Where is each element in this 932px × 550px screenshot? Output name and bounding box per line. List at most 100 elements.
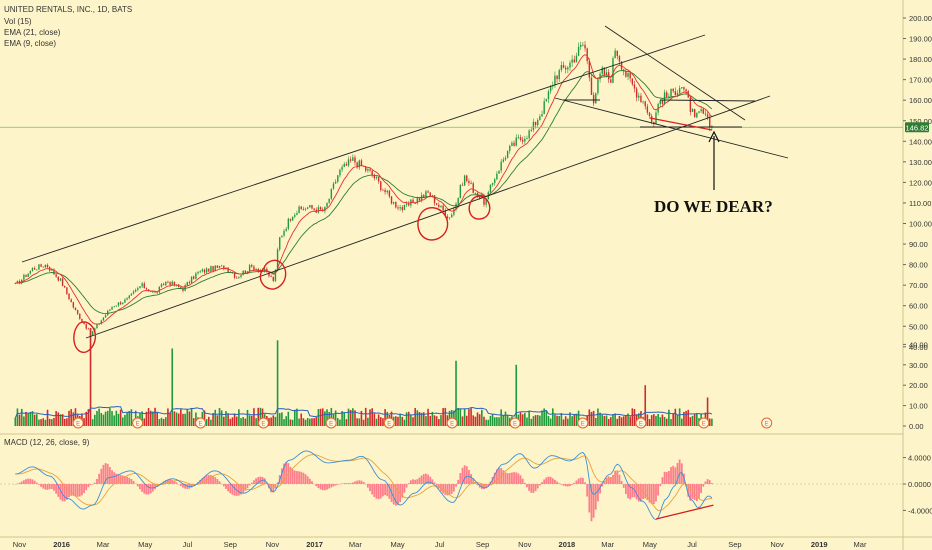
candle-body [145,288,148,290]
volume-bar [506,415,509,426]
volume-bar [33,414,36,426]
macd-histogram-bar [59,484,62,500]
candle-body [390,196,393,204]
candle-body [631,78,634,85]
candle-body [197,271,199,274]
candle-body [554,75,556,86]
volume-bar [111,411,113,426]
macd-histogram-bar [579,477,582,484]
price-axis[interactable]: 200.00 190.00 180.00 170.00 160.00 150.00 140.… [903,14,932,515]
macd-histogram-bar [175,482,178,484]
ema9-legend[interactable]: EMA (9, close) [4,39,56,48]
volume-bar [306,418,309,426]
macd-histogram-bar [543,479,546,484]
volume-bar [693,414,696,426]
volume-bar [42,418,45,426]
candle-body [461,184,464,186]
macd-histogram-bar [130,478,133,484]
volume-bar [66,418,68,426]
macd-legend[interactable]: MACD (12, 26, close, 9) [4,438,90,447]
macd-histogram-bar [597,484,599,502]
candle-body [276,249,279,270]
candle-body [502,159,505,162]
candle-body [408,203,410,206]
volume-bar [214,409,217,426]
volume-bar [27,413,29,426]
volume-bar [653,414,655,426]
circle-nov-2016 [259,259,287,290]
ema21-legend[interactable]: EMA (21, close) [4,28,61,37]
volume-bar [457,407,459,426]
macd-histogram-bar [263,478,266,484]
macd-histogram-bar [459,473,462,484]
candle-body [337,175,339,182]
volume-bar [504,411,507,426]
volume-bar [397,416,399,426]
candle-body [683,87,685,90]
macd-histogram-bar [143,484,146,494]
candle-body [36,269,38,271]
macd-histogram-bar [689,484,692,501]
vol-legend[interactable]: Vol (15) [4,17,32,26]
price-tick-label: 60.00 [909,302,928,311]
volume-bar [212,413,214,426]
candle-body [666,92,668,98]
last-price-label: 146.82 [906,123,929,132]
volume-bar [51,419,53,426]
candle-body [233,273,236,278]
macd-histogram-bar [216,479,219,484]
volume-bar [35,414,38,426]
candle-body [453,209,455,215]
macd-histogram-bar [229,484,232,494]
earnings-marker-label: E [450,421,454,427]
volume-bar [607,418,610,426]
volume-bar [500,409,502,426]
macd-divergence-line [655,504,714,520]
candle-body [638,95,640,98]
volume-tick-label: 40.00 [909,340,928,349]
volume-bar [102,414,105,426]
candle-body [648,112,651,116]
macd-histogram-bar [371,484,374,495]
earnings-marker-icon [195,417,207,429]
macd-histogram-bar [57,484,60,497]
circle-jul-2017 [417,207,449,241]
volume-bar [91,419,94,426]
candle-body [360,160,363,166]
volume-bar [399,414,401,426]
candle-body [227,267,229,272]
volume-bar [233,413,236,426]
macd-histogram-bar [179,484,182,486]
macd-histogram-bar [476,484,479,486]
macd-histogram-bar [409,480,412,484]
candle-body [603,67,606,76]
candle-body [629,72,631,79]
volume-bar [195,412,197,426]
candle-body [304,208,307,210]
candle-body [401,207,403,211]
volume-bar [162,419,165,426]
volume-bar [655,415,657,426]
macd-histogram-bar [87,484,90,488]
candle-body [528,130,530,139]
candle-body [369,169,371,171]
volume-bar [444,407,447,426]
macd-histogram-bar [98,473,101,484]
macd-histogram-bar [551,478,554,484]
candle-body [427,191,429,193]
macd-histogram-bar [321,484,324,491]
macd-histogram-bar [392,484,395,505]
volume-bar [648,419,651,426]
candle-body [356,162,358,168]
symbol-title[interactable]: UNITED RENTALS, INC., 1D, BATS [4,5,132,14]
candle-body [68,293,70,300]
macd-histogram-bar [46,484,49,490]
macd-histogram-bar [201,478,204,484]
volume-bar [708,418,711,426]
candle-body [659,100,661,104]
macd-histogram-bar [145,484,148,495]
time-axis[interactable]: Nov 2016 Mar May Jul Sep Nov 2017 Mar May Jul Sep No… [13,540,867,549]
candle-body [332,183,335,189]
volume-bar [255,418,257,426]
